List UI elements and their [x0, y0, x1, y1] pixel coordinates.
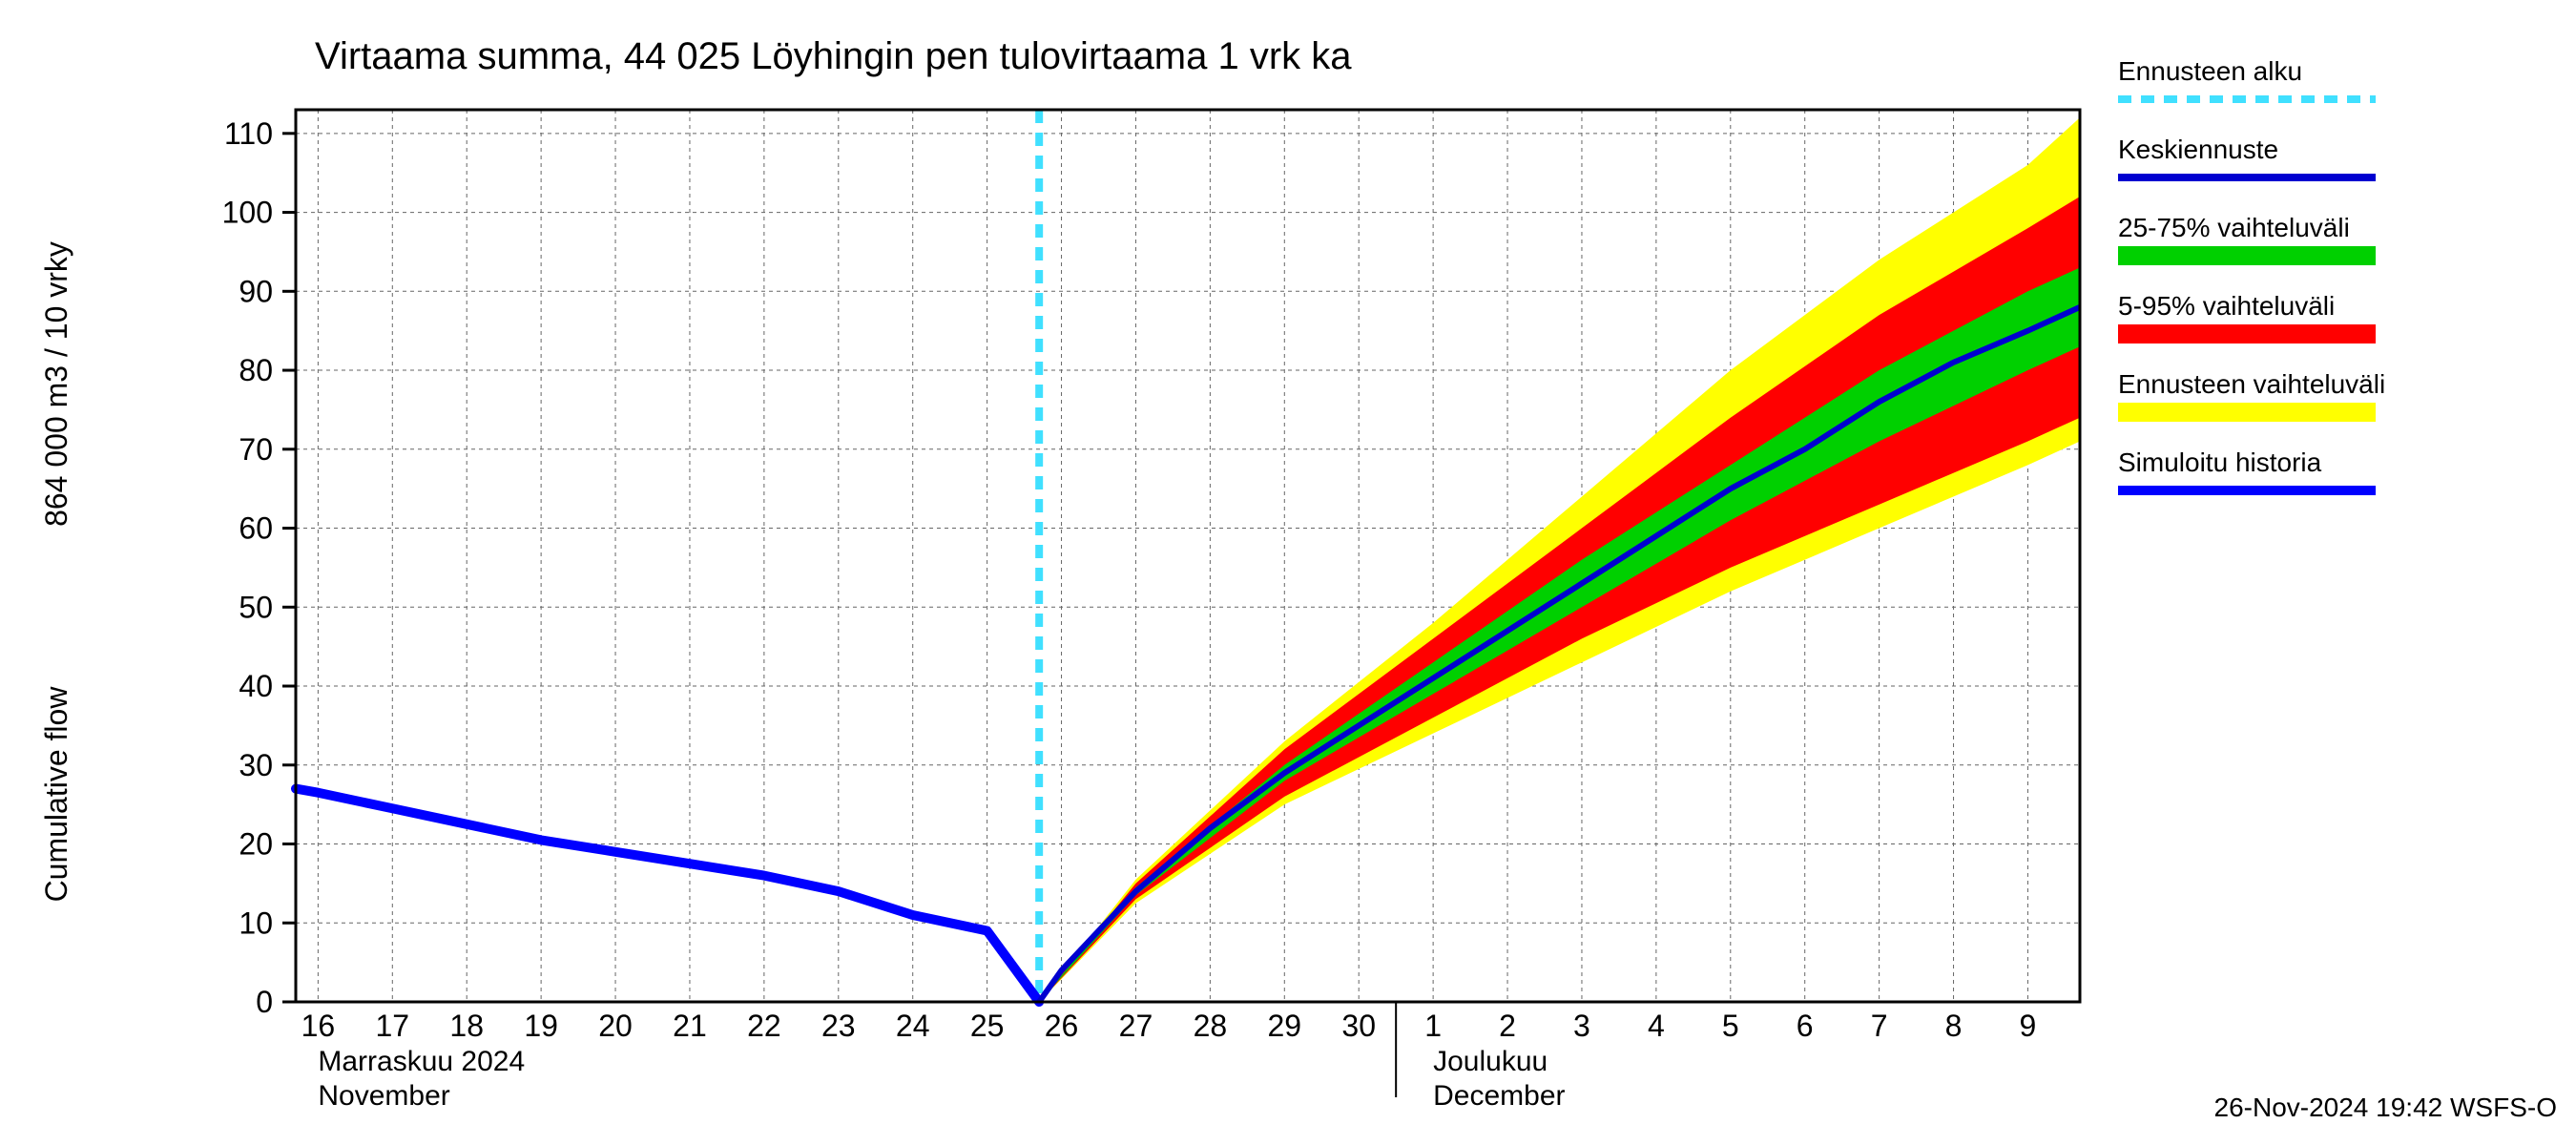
- x-tick-label: 8: [1945, 1009, 1963, 1043]
- x-month-en: November: [318, 1080, 449, 1112]
- x-tick-label: 21: [673, 1009, 707, 1043]
- legend-swatch-icon: [2118, 246, 2376, 265]
- legend-label: Ennusteen alku: [2118, 56, 2302, 86]
- x-tick-label: 27: [1119, 1009, 1153, 1043]
- legend-label: 5-95% vaihteluväli: [2118, 291, 2335, 321]
- legend-label: Ennusteen vaihteluväli: [2118, 369, 2385, 399]
- y-tick-label: 110: [224, 116, 273, 151]
- y-axis-label-1: Cumulative flow: [39, 686, 73, 903]
- y-tick-label: 50: [239, 590, 273, 624]
- chart-svg: 0102030405060708090100110161718192021222…: [0, 0, 2576, 1145]
- x-tick-label: 18: [449, 1009, 484, 1043]
- x-tick-label: 19: [524, 1009, 558, 1043]
- cumulative-flow-chart: 0102030405060708090100110161718192021222…: [0, 0, 2576, 1145]
- x-tick-label: 22: [747, 1009, 781, 1043]
- x-tick-label: 1: [1424, 1009, 1442, 1043]
- y-tick-label: 30: [239, 748, 273, 782]
- x-tick-label: 24: [896, 1009, 930, 1043]
- y-tick-label: 10: [239, 906, 273, 940]
- x-tick-label: 30: [1341, 1009, 1376, 1043]
- y-axis-label-2: 864 000 m3 / 10 vrky: [39, 241, 73, 527]
- chart-title: Virtaama summa, 44 025 Löyhingin pen tul…: [315, 35, 1352, 77]
- x-month-fi: Marraskuu 2024: [318, 1046, 525, 1077]
- x-tick-label: 20: [598, 1009, 633, 1043]
- legend-swatch-icon: [2118, 324, 2376, 344]
- x-month-fi: Joulukuu: [1433, 1046, 1548, 1077]
- x-tick-label: 25: [970, 1009, 1005, 1043]
- x-tick-label: 28: [1194, 1009, 1228, 1043]
- x-tick-label: 3: [1573, 1009, 1590, 1043]
- x-tick-label: 6: [1797, 1009, 1814, 1043]
- x-month-en: December: [1433, 1080, 1565, 1112]
- y-tick-label: 100: [222, 196, 273, 230]
- chart-timestamp: 26-Nov-2024 19:42 WSFS-O: [2214, 1093, 2558, 1122]
- y-tick-label: 40: [239, 669, 273, 703]
- x-tick-label: 17: [375, 1009, 409, 1043]
- x-tick-label: 5: [1722, 1009, 1739, 1043]
- legend-swatch-icon: [2118, 403, 2376, 422]
- y-tick-label: 80: [239, 353, 273, 387]
- x-tick-label: 23: [821, 1009, 856, 1043]
- y-tick-label: 70: [239, 432, 273, 467]
- x-tick-label: 4: [1648, 1009, 1665, 1043]
- y-tick-label: 90: [239, 274, 273, 308]
- x-tick-label: 9: [2020, 1009, 2037, 1043]
- x-tick-label: 2: [1499, 1009, 1516, 1043]
- x-tick-label: 29: [1267, 1009, 1301, 1043]
- y-tick-label: 0: [256, 985, 273, 1019]
- legend-label: Simuloitu historia: [2118, 448, 2322, 477]
- x-tick-label: 16: [301, 1009, 336, 1043]
- y-tick-label: 20: [239, 827, 273, 862]
- y-tick-label: 60: [239, 511, 273, 546]
- legend-label: Keskiennuste: [2118, 135, 2278, 164]
- x-tick-label: 26: [1045, 1009, 1079, 1043]
- x-tick-label: 7: [1871, 1009, 1888, 1043]
- legend-label: 25-75% vaihteluväli: [2118, 213, 2350, 242]
